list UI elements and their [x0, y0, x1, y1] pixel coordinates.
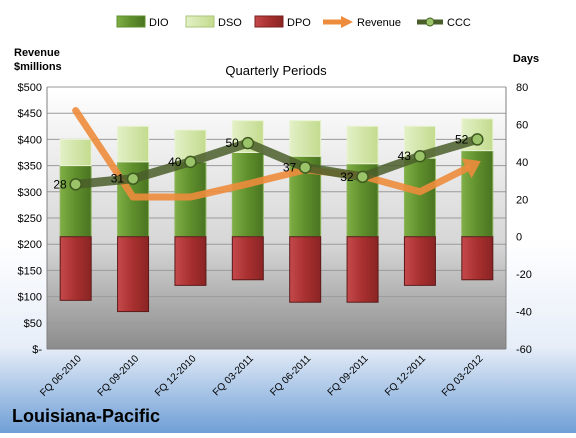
legend-swatch-dso: [185, 15, 215, 28]
bar-dpo: [289, 236, 322, 303]
revenue-arrowhead: [461, 158, 481, 179]
left-tick-label: $500: [18, 82, 42, 94]
ccc-marker: [471, 133, 484, 146]
left-axis-title-line1: Revenue: [14, 47, 60, 59]
ccc-data-label: 28: [53, 177, 67, 191]
legend-swatch-revenue-head: [341, 16, 353, 28]
ccc-marker: [184, 155, 197, 169]
bar-dpo: [59, 236, 92, 301]
left-tick-label: $50: [24, 318, 42, 330]
bar-dpo: [461, 236, 494, 281]
ccc-marker: [298, 161, 312, 174]
bar-dio: [231, 152, 264, 238]
left-tick-label: $-: [32, 344, 42, 356]
right-tick-label: 20: [516, 194, 528, 206]
legend-label-dpo: DPO: [287, 17, 311, 29]
bar-dio: [403, 157, 436, 238]
ccc-data-label: 43: [398, 149, 412, 163]
left-tick-label: $150: [18, 265, 42, 277]
right-tick-label: -60: [516, 344, 532, 356]
ccc-data-label: 52: [455, 132, 469, 146]
left-tick-label: $350: [18, 161, 42, 173]
bar-dpo: [117, 236, 150, 313]
right-tick-label: 80: [516, 82, 528, 94]
bar-dso: [346, 125, 379, 165]
right-tick-label: -20: [516, 269, 532, 281]
left-tick-label: $250: [18, 213, 42, 225]
left-tick-label: $200: [18, 239, 42, 251]
legend-label-revenue: Revenue: [357, 17, 401, 29]
left-axis-title-line2: $millions: [14, 61, 62, 73]
ccc-data-label: 32: [340, 170, 354, 184]
ccc-data-label: 40: [168, 155, 182, 169]
ccc-marker: [241, 136, 255, 150]
left-tick-label: $450: [18, 108, 42, 120]
bar-dpo: [403, 236, 436, 286]
right-tick-label: 0: [516, 232, 522, 244]
ccc-data-label: 50: [225, 136, 239, 150]
ccc-data-label: 37: [283, 160, 297, 174]
chart-title: Quarterly Periods: [225, 63, 327, 78]
legend-label-ccc: CCC: [447, 17, 471, 29]
bar-dso: [59, 138, 92, 167]
ccc-data-label: 31: [111, 172, 125, 186]
revenue-line: [72, 107, 471, 201]
legend: DIO DSO DPO Revenue CCC: [116, 15, 471, 29]
ccc-marker: [69, 178, 82, 191]
right-tick-label: 40: [516, 157, 528, 169]
ccc-marker: [356, 170, 369, 184]
left-tick-label: $300: [18, 187, 42, 199]
bar-dpo: [174, 236, 207, 286]
bar-dpo: [346, 236, 379, 303]
legend-label-dio: DIO: [149, 17, 169, 29]
bars: [59, 118, 494, 313]
legend-swatch-dpo: [254, 15, 284, 28]
axes: [46, 87, 507, 350]
right-axis-title: Days: [513, 53, 539, 65]
bar-dso: [117, 125, 150, 163]
company-name: Louisiana-Pacific: [12, 406, 160, 426]
ccc-line: [71, 134, 482, 189]
bar-dso: [289, 120, 322, 157]
legend-swatch-dio: [116, 15, 146, 28]
left-tick-label: $400: [18, 134, 42, 146]
legend-label-dso: DSO: [218, 17, 242, 29]
ccc-marker: [413, 149, 427, 163]
bar-dpo: [231, 236, 264, 281]
right-tick-label: 60: [516, 119, 528, 131]
ccc-marker: [126, 172, 140, 185]
lines: [69, 107, 484, 201]
bar-dio: [59, 165, 92, 238]
left-tick-label: $100: [18, 292, 42, 304]
legend-swatch-ccc-marker: [425, 17, 435, 27]
right-tick-label: -40: [516, 307, 532, 319]
